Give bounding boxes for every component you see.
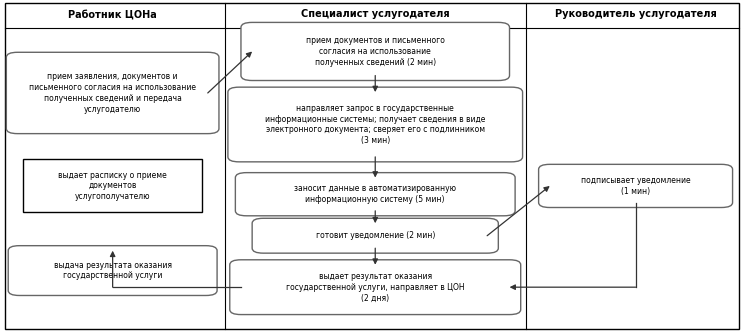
FancyBboxPatch shape bbox=[241, 23, 510, 81]
FancyBboxPatch shape bbox=[539, 164, 733, 208]
FancyBboxPatch shape bbox=[236, 173, 515, 216]
Text: Специалист услугодателя: Специалист услугодателя bbox=[301, 9, 450, 19]
FancyBboxPatch shape bbox=[8, 246, 217, 295]
Text: готовит уведомление (2 мин): готовит уведомление (2 мин) bbox=[316, 231, 435, 240]
Text: заносит данные в автоматизированную
информационную систему (5 мин): заносит данные в автоматизированную инфо… bbox=[294, 184, 457, 204]
FancyBboxPatch shape bbox=[252, 218, 498, 253]
Text: подписывает уведомление
(1 мин): подписывает уведомление (1 мин) bbox=[581, 176, 690, 196]
Text: выдает расписку о приеме
документов
услугополучателю: выдает расписку о приеме документов услу… bbox=[58, 171, 167, 201]
Text: Руководитель услугодателя: Руководитель услугодателя bbox=[555, 9, 716, 19]
Text: направляет запрос в государственные
информационные системы; получает сведения в : направляет запрос в государственные инфо… bbox=[265, 104, 486, 145]
FancyBboxPatch shape bbox=[23, 159, 202, 212]
FancyBboxPatch shape bbox=[6, 52, 219, 134]
Text: прием документов и письменного
согласия на использование
полученных сведений (2 : прием документов и письменного согласия … bbox=[306, 36, 445, 67]
FancyBboxPatch shape bbox=[228, 87, 522, 162]
Text: выдача результата оказания
государственной услуги: выдача результата оказания государственн… bbox=[54, 261, 172, 281]
Text: прием заявления, документов и
письменного согласия на использование
полученных с: прием заявления, документов и письменног… bbox=[29, 72, 196, 114]
Text: Работник ЦОНа: Работник ЦОНа bbox=[69, 9, 157, 19]
FancyBboxPatch shape bbox=[230, 260, 521, 315]
Text: выдает результат оказания
государственной услуги, направляет в ЦОН
(2 дня): выдает результат оказания государственно… bbox=[286, 272, 465, 302]
